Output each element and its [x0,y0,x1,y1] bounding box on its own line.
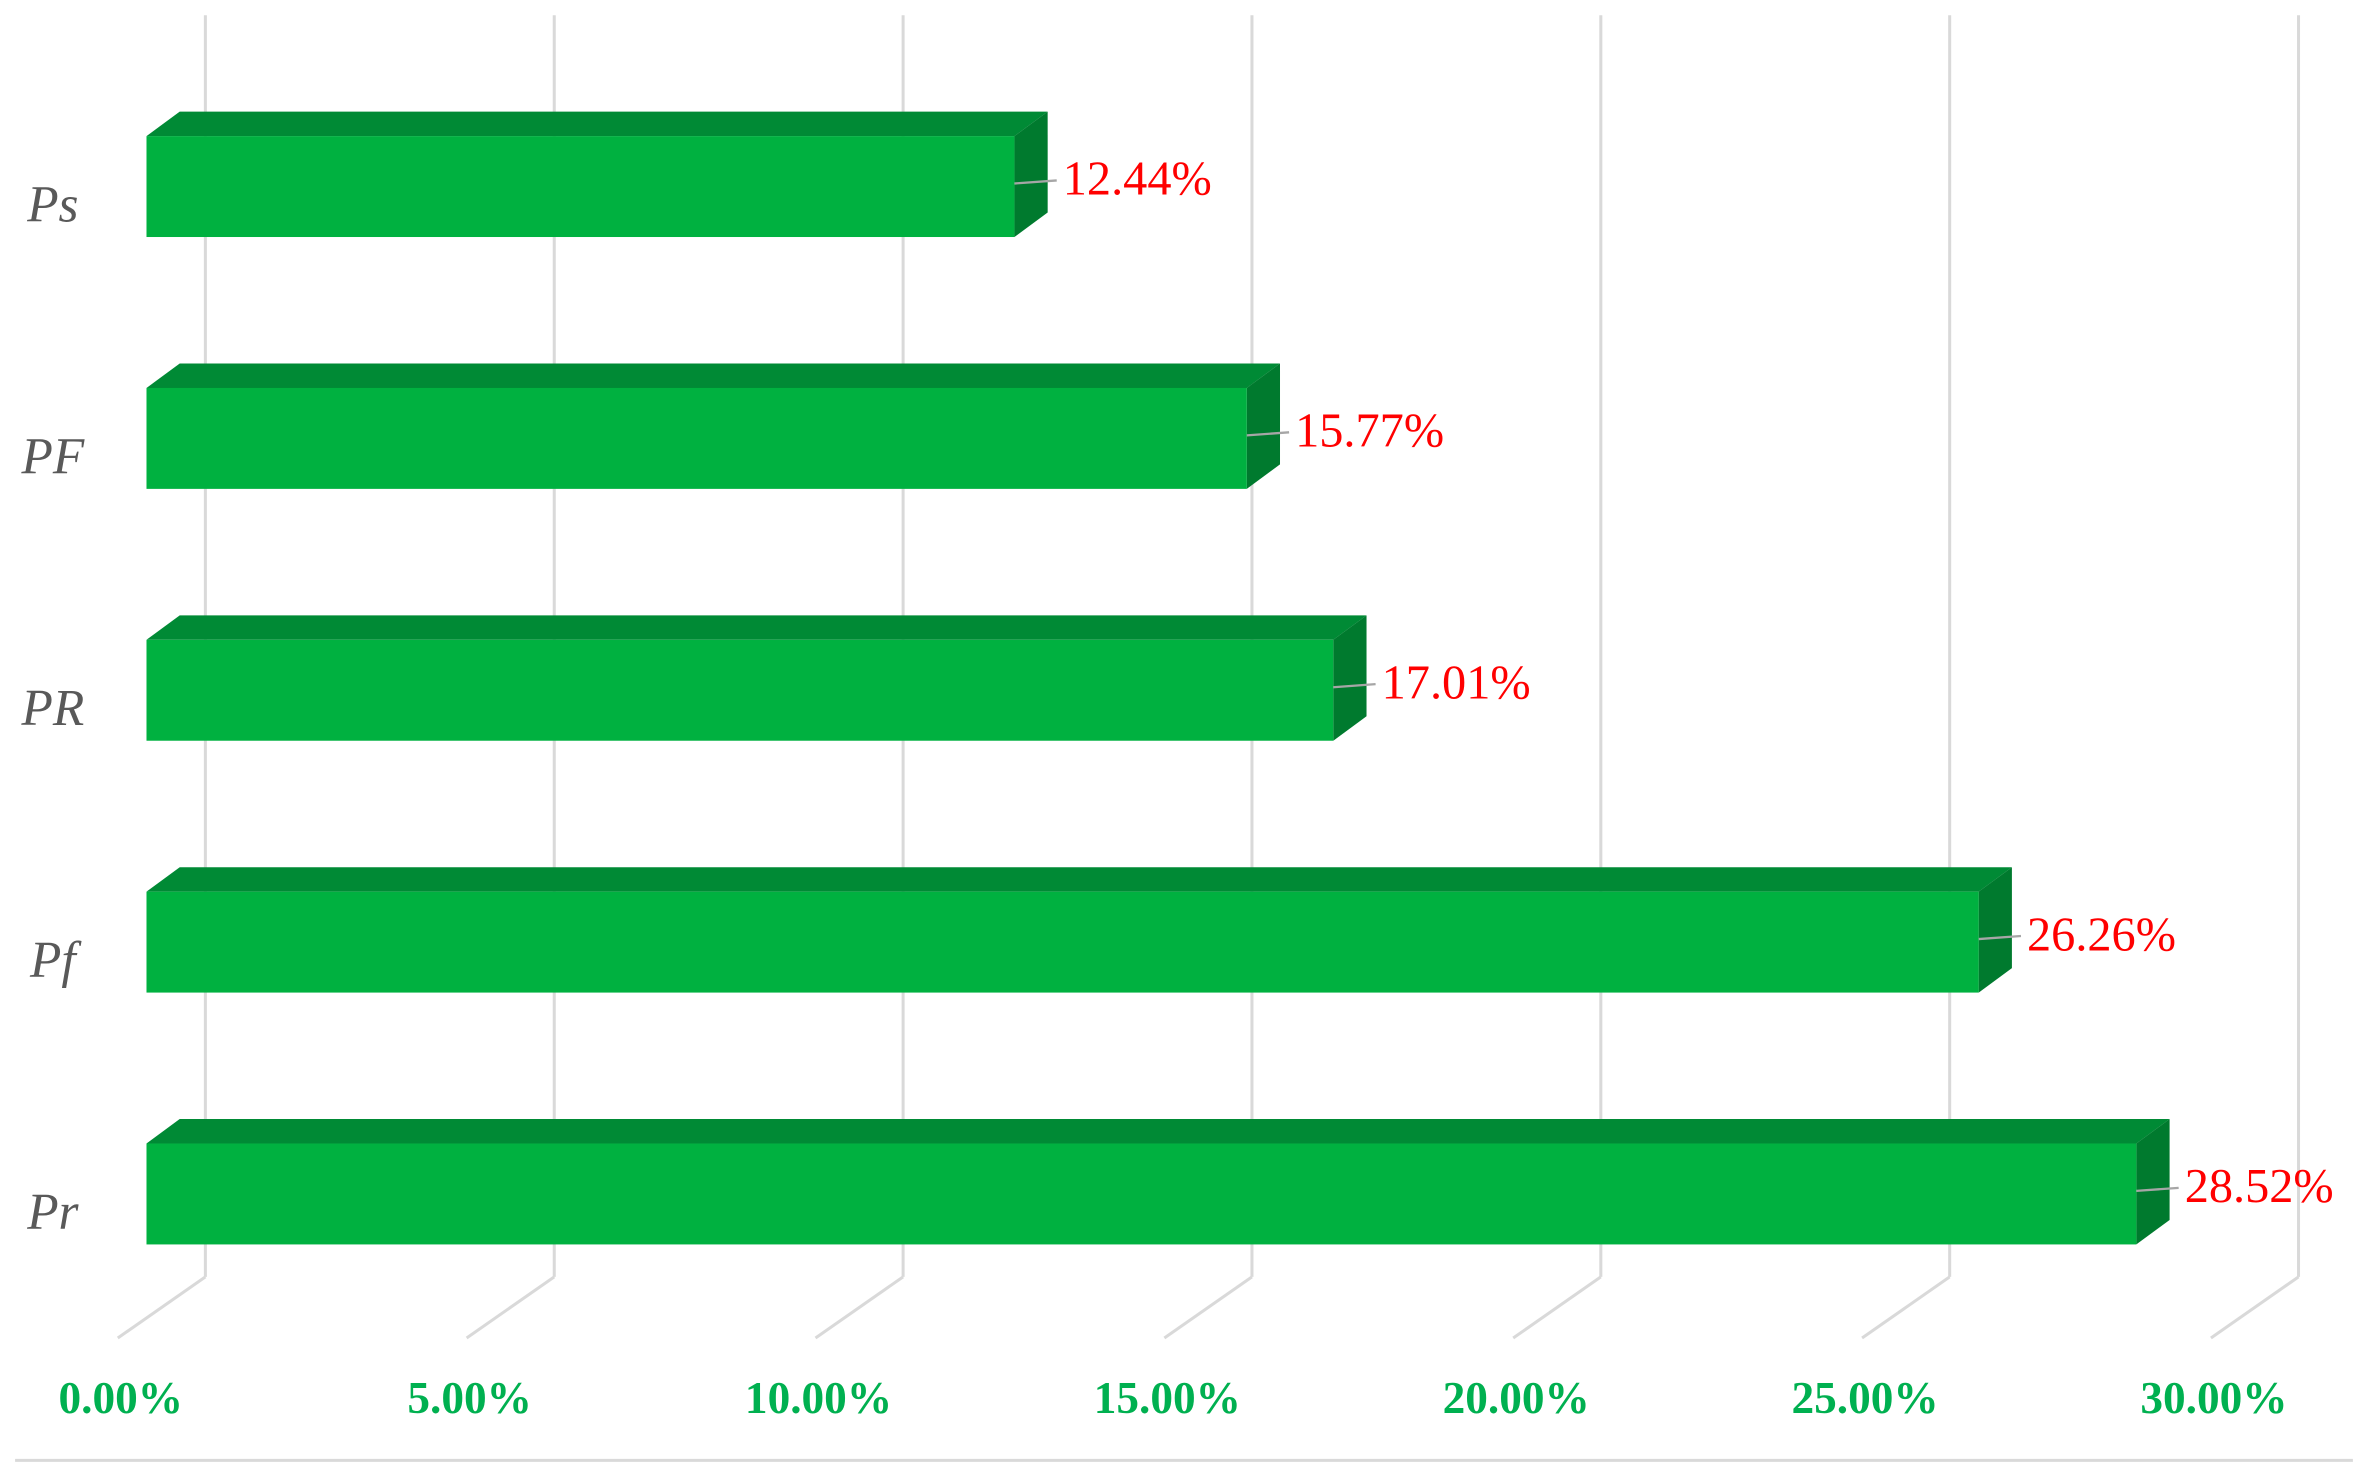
floor-line [465,1275,556,1340]
value-label: 17.01% [1382,655,1531,709]
x-tick-label: 10.00% [745,1372,892,1423]
floor-line [814,1275,904,1340]
bar [146,891,1979,993]
leader-line [1246,431,1290,437]
x-tick-label: 20.00% [1443,1372,1590,1423]
leader-line [1978,934,2022,941]
x-tick-label: 15.00% [1094,1372,1241,1423]
bar-side [1978,867,2012,993]
bar [146,639,1334,741]
floor-line [2210,1275,2300,1340]
value-label: 26.26% [2027,907,2176,961]
bar-side [2136,1119,2170,1245]
bar [146,136,1015,238]
category-label: Pr [26,1184,79,1241]
x-tick-label: 25.00% [1791,1372,1938,1423]
x-tick-label: 30.00% [2140,1372,2287,1423]
bar-side [1246,363,1281,489]
bar-top [146,867,2012,892]
floor-line [1861,1275,1951,1340]
x-tick-label: 5.00% [407,1372,532,1423]
bar-side [1333,615,1367,741]
category-label: Ps [26,176,78,233]
bar-top [146,363,1281,388]
floor-line [1512,1275,1602,1340]
value-label: 28.52% [2185,1159,2334,1213]
category-label: PR [21,680,85,737]
leader-line [1014,179,1057,185]
value-label: 15.77% [1295,403,1444,457]
category-label: PF [21,428,85,485]
bar-top [146,111,1048,137]
value-label: 12.44% [1063,151,1212,205]
bar-top [146,1119,2170,1144]
floor-line [1163,1275,1253,1340]
bar [146,1143,2137,1245]
bar [146,387,1247,489]
leader-line [2136,1186,2179,1193]
bar-top [146,615,1367,640]
category-label: Pf [29,932,82,989]
x-tick-label: 0.00% [59,1372,184,1423]
floor-line [116,1275,207,1340]
bar-side [1014,111,1048,238]
leader-line [1333,683,1376,689]
